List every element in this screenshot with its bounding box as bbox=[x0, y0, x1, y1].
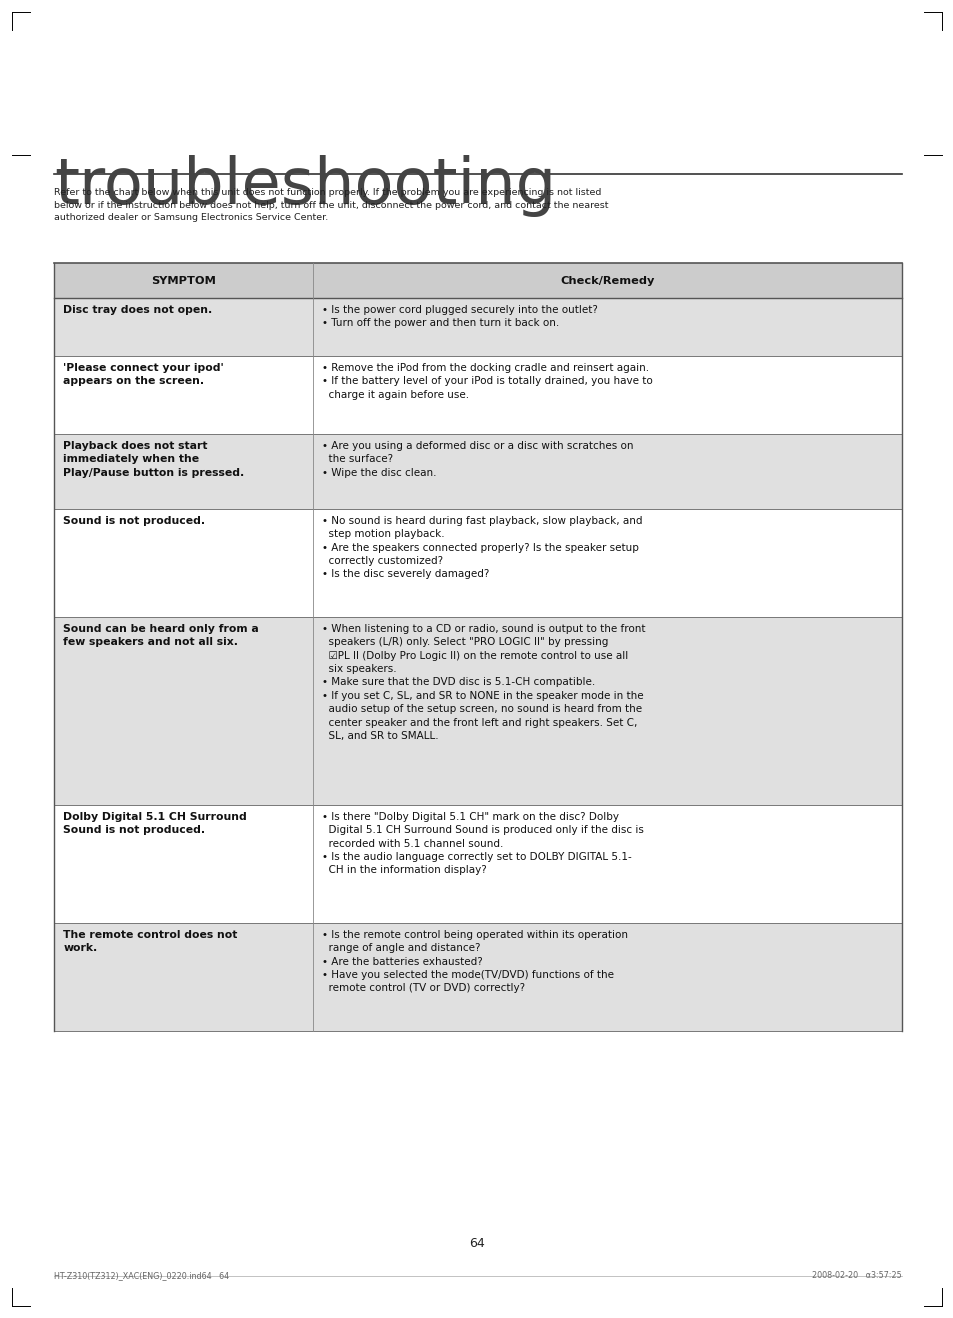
Text: • Is the power cord plugged securely into the outlet?
• Turn off the power and t: • Is the power cord plugged securely int… bbox=[321, 304, 597, 328]
Text: Sound can be heard only from a
few speakers and not all six.: Sound can be heard only from a few speak… bbox=[63, 623, 259, 647]
Bar bbox=[54, 805, 901, 923]
Text: • Is the remote control being operated within its operation
  range of angle and: • Is the remote control being operated w… bbox=[321, 931, 627, 994]
Text: troubleshooting: troubleshooting bbox=[54, 156, 556, 217]
Text: HT-Z310(TZ312)_XAC(ENG)_0220.ind64   64: HT-Z310(TZ312)_XAC(ENG)_0220.ind64 64 bbox=[54, 1271, 230, 1280]
Bar bbox=[54, 356, 901, 434]
Text: Disc tray does not open.: Disc tray does not open. bbox=[63, 304, 213, 315]
Text: 64: 64 bbox=[469, 1238, 484, 1249]
Text: Check/Remedy: Check/Remedy bbox=[559, 275, 654, 286]
Text: 2008-02-20   α3:57:25: 2008-02-20 α3:57:25 bbox=[811, 1271, 901, 1280]
Bar bbox=[54, 923, 901, 1031]
Bar bbox=[54, 264, 901, 298]
Text: Sound is not produced.: Sound is not produced. bbox=[63, 517, 205, 526]
Text: Dolby Digital 5.1 CH Surround
Sound is not produced.: Dolby Digital 5.1 CH Surround Sound is n… bbox=[63, 812, 247, 836]
Text: Refer to the chart below when this unit does not function properly. If the probl: Refer to the chart below when this unit … bbox=[54, 188, 608, 221]
Text: SYMPTOM: SYMPTOM bbox=[151, 275, 215, 286]
Bar bbox=[54, 509, 901, 617]
Text: Playback does not start
immediately when the
Play/Pause button is pressed.: Playback does not start immediately when… bbox=[63, 442, 244, 477]
Text: • Are you using a deformed disc or a disc with scratches on
  the surface?
• Wip: • Are you using a deformed disc or a dis… bbox=[321, 442, 633, 477]
Text: The remote control does not
work.: The remote control does not work. bbox=[63, 931, 237, 953]
Text: • Remove the iPod from the docking cradle and reinsert again.
• If the battery l: • Remove the iPod from the docking cradl… bbox=[321, 362, 652, 399]
Bar bbox=[54, 434, 901, 509]
Bar bbox=[54, 617, 901, 805]
Text: • When listening to a CD or radio, sound is output to the front
  speakers (L/R): • When listening to a CD or radio, sound… bbox=[321, 623, 644, 741]
Text: • No sound is heard during fast playback, slow playback, and
  step motion playb: • No sound is heard during fast playback… bbox=[321, 517, 641, 580]
Text: • Is there "Dolby Digital 5.1 CH" mark on the disc? Dolby
  Digital 5.1 CH Surro: • Is there "Dolby Digital 5.1 CH" mark o… bbox=[321, 812, 643, 875]
Text: 'Please connect your ipod'
appears on the screen.: 'Please connect your ipod' appears on th… bbox=[63, 362, 224, 386]
Bar bbox=[54, 298, 901, 356]
